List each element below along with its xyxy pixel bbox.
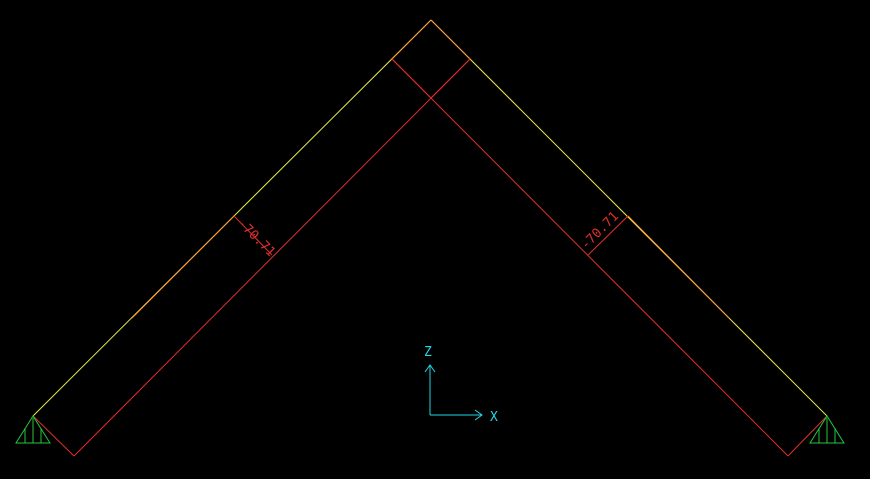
right-member-highlight-upper <box>430 19 471 60</box>
frame-members <box>32 19 828 417</box>
right-member-line <box>430 19 828 417</box>
right-support-icon <box>809 415 845 444</box>
axial-force-diagram <box>32 58 828 457</box>
right-diagram-end-cap <box>787 415 828 457</box>
left-diagram-end-cap <box>32 415 75 457</box>
left-member-highlight-upper <box>391 19 432 60</box>
left-member-highlight-lower <box>131 215 235 319</box>
axes-indicator: Z X <box>424 345 498 425</box>
left-support-icon <box>15 415 51 444</box>
right-value-marker <box>587 215 629 256</box>
left-diagram-offset-line <box>73 58 471 457</box>
x-axis-label: X <box>490 410 498 425</box>
z-axis-label: Z <box>424 345 432 360</box>
left-value-marker <box>233 215 273 256</box>
right-diagram-top-cap <box>430 58 471 99</box>
right-axial-force-label: -70.71 <box>578 209 622 253</box>
right-member-highlight-lower <box>627 215 730 319</box>
left-axial-force-label: -70.71 <box>234 216 278 260</box>
right-diagram-offset-line <box>391 58 789 457</box>
